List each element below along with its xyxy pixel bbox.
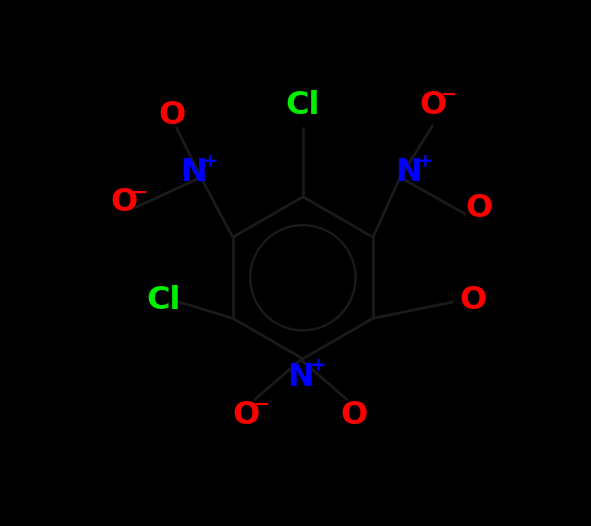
Text: Cl: Cl — [285, 90, 320, 121]
Text: −: − — [132, 183, 148, 201]
Text: +: + — [417, 151, 433, 170]
Text: N: N — [180, 157, 207, 188]
Text: O: O — [233, 400, 260, 431]
Text: N: N — [395, 157, 421, 188]
Text: −: − — [441, 85, 457, 104]
Text: +: + — [310, 356, 326, 375]
Text: O: O — [111, 187, 138, 218]
Text: Cl: Cl — [146, 285, 180, 316]
Text: N: N — [287, 361, 314, 392]
Text: −: − — [254, 394, 271, 413]
Text: O: O — [159, 100, 186, 132]
Text: +: + — [202, 151, 219, 170]
Text: O: O — [420, 90, 447, 121]
Text: O: O — [466, 194, 493, 225]
Text: O: O — [459, 285, 486, 316]
Text: O: O — [340, 400, 367, 431]
